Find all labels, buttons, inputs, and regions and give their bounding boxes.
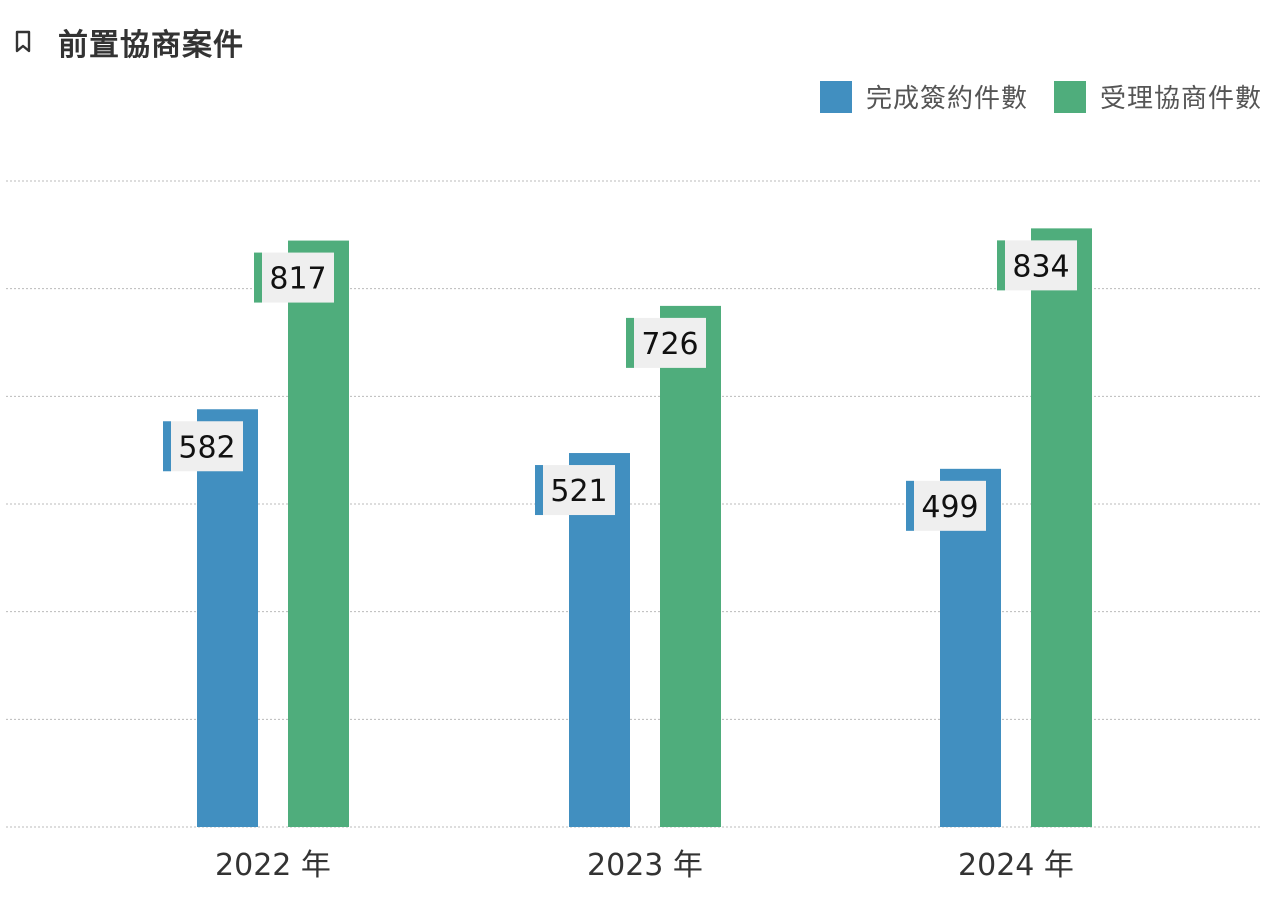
data-labels: 582 817 521 726 499 834 [163,240,1077,531]
data-label-accepted: 834 [997,240,1077,291]
x-axis: 2022 年 2023 年 2024 年 [215,848,1074,883]
bars [197,228,1092,828]
data-label-accent [906,480,914,531]
data-label-accent [254,252,262,303]
data-label-signed: 521 [535,465,615,516]
data-label-signed: 582 [163,421,243,472]
data-label-accepted: 726 [626,317,706,368]
data-label-box [1005,240,1077,291]
data-label-accent [535,465,543,516]
bar-accepted[interactable] [1031,228,1092,827]
data-label-box [543,465,615,516]
data-label-signed: 499 [906,480,986,531]
data-label-accepted: 817 [254,252,334,303]
data-label-box [914,480,986,531]
data-label-text: 726 [641,327,698,362]
bar-signed[interactable] [197,409,258,827]
data-label-text: 582 [178,430,235,465]
bar-signed[interactable] [569,453,630,827]
chart-legend: 完成簽約件數 受理協商件數 [819,78,1262,115]
chart-title: 前置協商案件 [58,28,244,63]
data-label-text: 834 [1012,249,1069,284]
x-tick-label: 2024 年 [958,848,1074,883]
legend-label-signed: 完成簽約件數 [865,84,1028,114]
data-label-box [171,421,243,472]
data-label-box [262,252,334,303]
bar-accepted[interactable] [660,305,721,828]
data-label-text: 521 [550,474,607,509]
chart-header: 前置協商案件 [10,20,244,64]
x-tick-label: 2022 年 [215,848,331,883]
legend-swatch-signed [819,80,852,113]
data-label-text: 817 [269,262,326,297]
x-tick-label: 2023 年 [587,848,703,883]
legend-item-signed[interactable]: 完成簽約件數 [819,78,1028,115]
data-label-accent [163,421,171,472]
data-label-accent [997,240,1005,291]
data-label-accent [626,317,634,368]
legend-label-accepted: 受理協商件數 [1099,84,1262,114]
data-label-text: 499 [921,490,978,525]
bar-accepted[interactable] [288,240,349,827]
legend-item-accepted[interactable]: 受理協商件數 [1053,78,1262,115]
legend-swatch-accepted [1053,80,1086,113]
data-label-box [634,317,706,368]
bookmark-icon[interactable] [10,29,36,55]
